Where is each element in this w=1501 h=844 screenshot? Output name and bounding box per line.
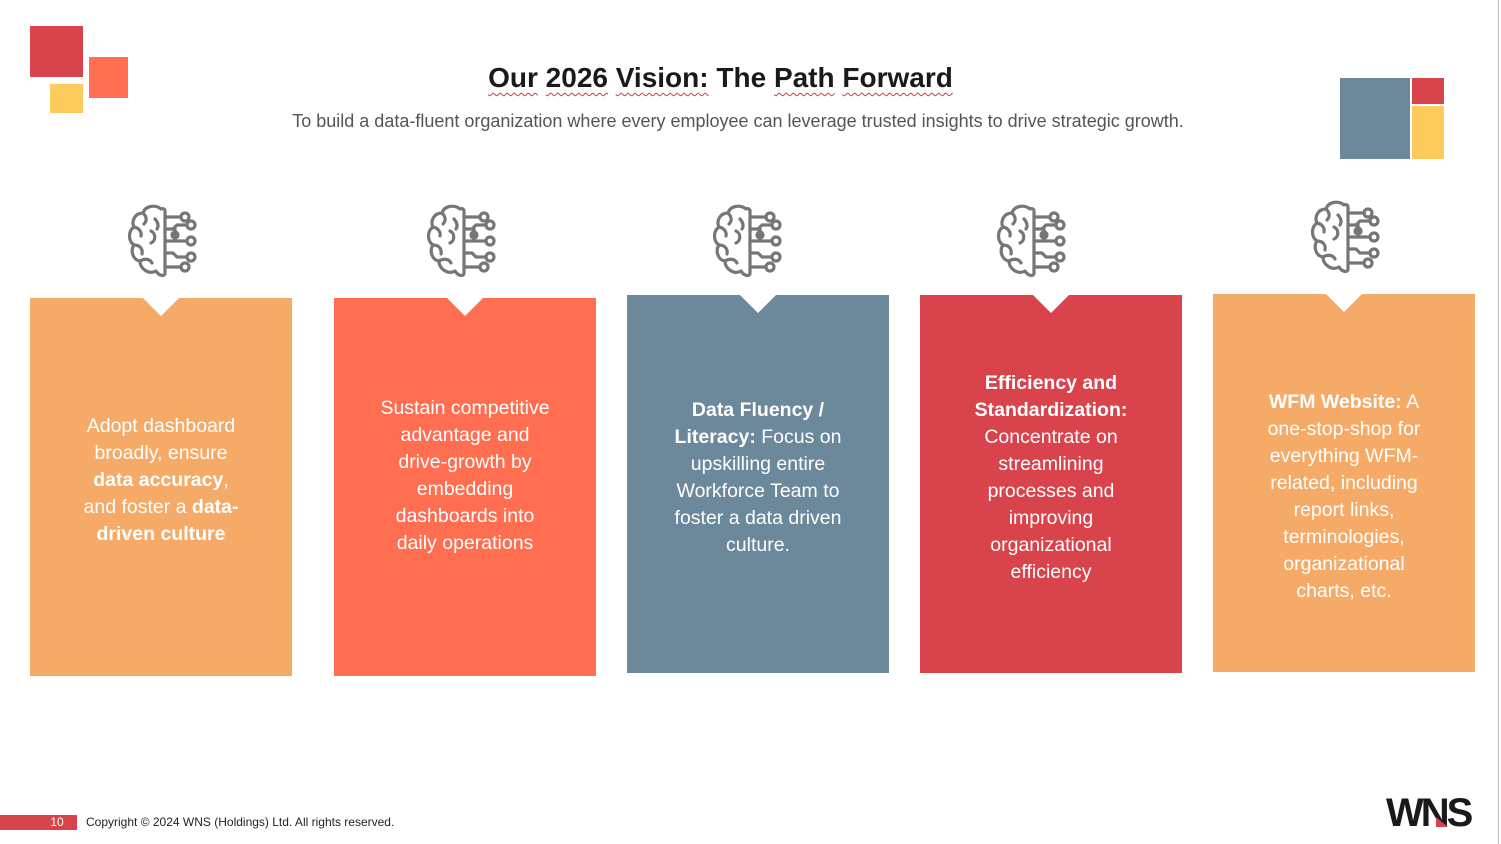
page-title: Our 2026 Vision: The Path Forward xyxy=(488,62,953,93)
card-text: Sustain competitive advantage and drive-… xyxy=(380,397,550,554)
logo-accent-icon xyxy=(1436,817,1448,827)
page-subtitle: To build a data-fluent organization wher… xyxy=(292,111,1184,131)
vision-card-data-fluency: Data Fluency / Literacy: Focus on upskil… xyxy=(627,294,889,673)
decor-square-slate xyxy=(1340,78,1410,159)
vision-card-wfm-website: WFM Website: A one-stop-shop for everyth… xyxy=(1213,293,1475,672)
decor-square-red xyxy=(30,26,83,77)
brain-circuit-icon xyxy=(996,204,1066,278)
card-text: Adopt dashboard broadly, ensure data acc… xyxy=(83,414,239,545)
brain-circuit-icon xyxy=(712,204,782,278)
page-number: 10 xyxy=(50,815,64,829)
card-text: WFM Website: A one-stop-shop for everyth… xyxy=(1267,390,1421,602)
card-text: Efficiency and Standardization: Concentr… xyxy=(974,372,1128,583)
copyright-text: Copyright © 2024 WNS (Holdings) Ltd. All… xyxy=(86,815,395,829)
slide-edge-divider xyxy=(1498,0,1499,844)
vision-card-competitive-advantage: Sustain competitive advantage and drive-… xyxy=(334,297,596,676)
brain-circuit-icon xyxy=(127,204,197,278)
vision-card-dashboard-adoption: Adopt dashboard broadly, ensure data acc… xyxy=(30,297,292,676)
brain-circuit-icon xyxy=(1310,200,1380,274)
decor-square-red-small xyxy=(1412,78,1444,104)
company-logo: WNS xyxy=(1386,791,1473,835)
card-text: Data Fluency / Literacy: Focus on upskil… xyxy=(674,399,842,556)
decor-square-yellow-tall xyxy=(1412,106,1444,159)
decor-square-coral xyxy=(89,57,128,98)
vision-card-efficiency: Efficiency and Standardization: Concentr… xyxy=(920,294,1182,673)
footer-accent-bar xyxy=(0,815,77,830)
decor-square-yellow xyxy=(50,84,83,113)
brain-circuit-icon xyxy=(426,204,496,278)
